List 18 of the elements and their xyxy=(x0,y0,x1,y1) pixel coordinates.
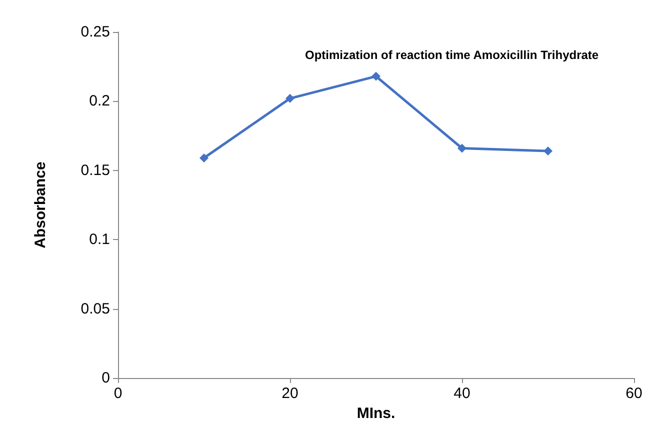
y-tick-label: 0.15 xyxy=(80,162,110,179)
point xyxy=(200,153,208,162)
point xyxy=(458,144,466,153)
y-tick-label: 0.2 xyxy=(89,92,110,110)
point xyxy=(372,72,380,81)
x-tick-label: 60 xyxy=(626,385,642,402)
point xyxy=(544,146,552,156)
x-tick-label: 20 xyxy=(282,385,298,402)
x-tick-label: 40 xyxy=(454,385,470,402)
y-axis-title: Absorbance xyxy=(32,162,49,248)
y-tick-label: 0.25 xyxy=(80,24,110,40)
y-tick-label: 0.05 xyxy=(80,300,110,318)
x-tick-label: 0 xyxy=(114,385,122,402)
y-tick-label: 0 xyxy=(102,370,110,386)
point xyxy=(286,94,294,103)
y-tick-label: 0.1 xyxy=(89,231,110,248)
text: Optimization of reaction time Amoxicillin Trihydrate xyxy=(305,48,599,62)
x-axis-title: MIns. xyxy=(356,405,396,422)
